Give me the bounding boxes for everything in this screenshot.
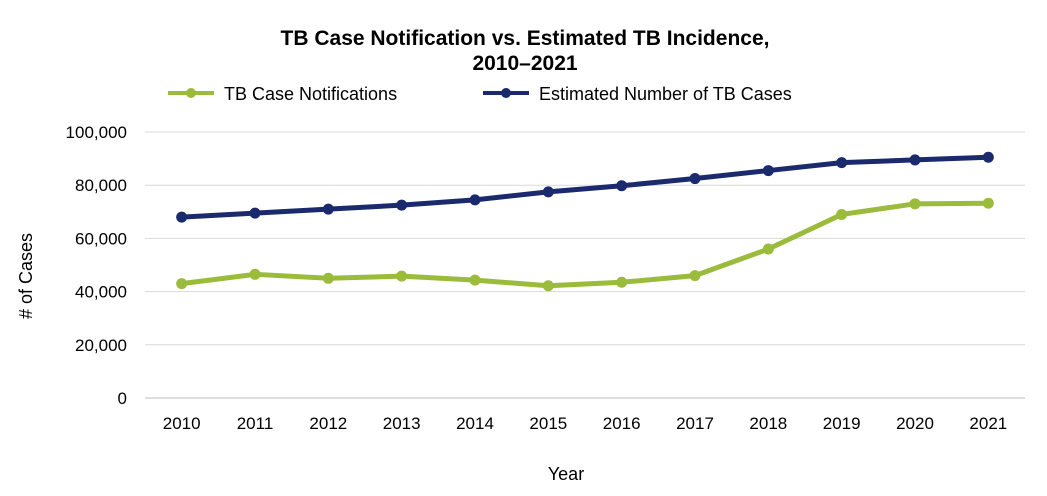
legend-label-estimated: Estimated Number of TB Cases bbox=[539, 84, 792, 104]
x-tick-label: 2021 bbox=[969, 414, 1007, 433]
y-tick-label: 20,000 bbox=[75, 336, 127, 355]
y-tick-label: 0 bbox=[118, 389, 127, 408]
data-point bbox=[836, 157, 848, 169]
legend-item-estimated: Estimated Number of TB Cases bbox=[483, 84, 792, 104]
legend-item-notifications: TB Case Notifications bbox=[168, 84, 397, 104]
data-point bbox=[836, 208, 848, 220]
chart-title-line-2: 2010–2021 bbox=[472, 52, 577, 75]
data-point bbox=[396, 270, 408, 282]
gridlines bbox=[145, 131, 1025, 399]
data-point bbox=[469, 274, 481, 286]
legend: TB Case Notifications Estimated Number o… bbox=[168, 84, 792, 104]
x-tick-label: 2010 bbox=[163, 414, 201, 433]
x-axis-ticks: 2010 2011 2012 2013 2014 2015 2016 2017 2018 2019… bbox=[163, 414, 1007, 433]
data-point bbox=[982, 197, 994, 209]
chart-title-line-1: TB Case Notification vs. Estimated TB In… bbox=[281, 27, 770, 50]
y-tick-label: 80,000 bbox=[75, 176, 127, 195]
series-line bbox=[179, 200, 991, 289]
data-point bbox=[542, 280, 554, 292]
y-tick-label: 60,000 bbox=[75, 229, 127, 248]
data-point bbox=[176, 278, 188, 290]
legend-marker-notifications bbox=[186, 88, 196, 98]
legend-label-notifications: TB Case Notifications bbox=[224, 84, 397, 104]
y-tick-label: 100,000 bbox=[66, 123, 127, 142]
x-tick-label: 2015 bbox=[529, 414, 567, 433]
series-line bbox=[179, 154, 991, 220]
data-point bbox=[542, 186, 554, 198]
data-point bbox=[616, 276, 628, 288]
x-tick-label: 2019 bbox=[823, 414, 861, 433]
data-point bbox=[762, 243, 774, 255]
data-point bbox=[249, 207, 261, 219]
y-axis-ticks: 0 20,000 40,000 60,000 80,000 100,000 bbox=[66, 123, 127, 408]
data-point bbox=[249, 268, 261, 280]
x-tick-label: 2012 bbox=[309, 414, 347, 433]
data-point bbox=[689, 270, 701, 282]
data-point bbox=[322, 203, 334, 215]
x-tick-label: 2011 bbox=[237, 414, 274, 433]
y-tick-label: 40,000 bbox=[75, 283, 127, 302]
data-point bbox=[322, 272, 334, 284]
data-point bbox=[982, 151, 994, 163]
x-tick-label: 2018 bbox=[749, 414, 787, 433]
x-tick-label: 2017 bbox=[676, 414, 714, 433]
x-tick-label: 2014 bbox=[456, 414, 494, 433]
series-layer bbox=[176, 151, 994, 292]
series-estimated bbox=[176, 151, 994, 223]
x-axis-title: Year bbox=[548, 464, 584, 484]
data-point bbox=[909, 154, 921, 166]
legend-marker-estimated bbox=[501, 88, 511, 98]
data-point bbox=[469, 194, 481, 206]
data-point bbox=[689, 173, 701, 185]
data-point bbox=[616, 180, 628, 192]
data-point bbox=[909, 198, 921, 210]
series-notifications bbox=[176, 197, 994, 292]
x-tick-label: 2016 bbox=[603, 414, 641, 433]
x-tick-label: 2020 bbox=[896, 414, 934, 433]
data-point bbox=[396, 199, 408, 211]
data-point bbox=[176, 211, 188, 223]
data-point bbox=[762, 165, 774, 177]
y-axis-title: # of Cases bbox=[16, 233, 36, 319]
x-tick-label: 2013 bbox=[383, 414, 421, 433]
